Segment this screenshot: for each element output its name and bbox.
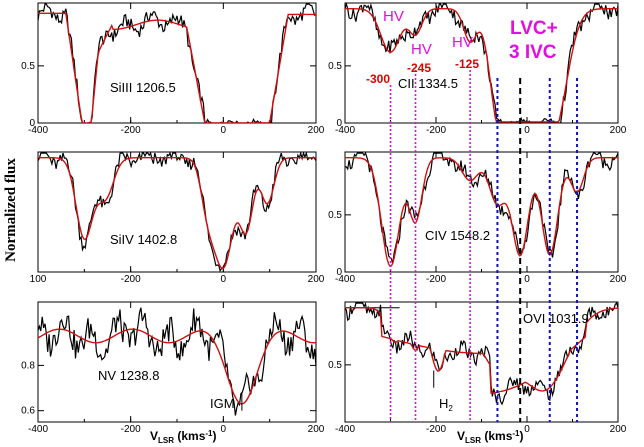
x-tick-label: 0	[524, 274, 530, 285]
ion-label: NV 1238.8	[98, 368, 159, 383]
ivc-label: 3 IVC	[509, 42, 557, 63]
hv-label-3: HV	[452, 34, 473, 51]
x-tick-label: 200	[610, 274, 627, 285]
ion-label: OVI 1031.9	[523, 311, 589, 326]
model-fit-line	[345, 7, 618, 123]
x-tick-label: 200	[610, 125, 627, 136]
velocity-label-300: -300	[366, 72, 390, 86]
hv-label-2: HV	[411, 41, 432, 58]
data-spectrum-line	[345, 3, 618, 123]
velocity-label-245: -245	[407, 61, 431, 75]
model-fit-line	[38, 12, 316, 123]
hv-label-1: HV	[383, 8, 404, 25]
x-tick-label: -400	[335, 125, 355, 136]
ion-label: CII 1334.5	[398, 76, 458, 91]
x-tick-label: 0	[221, 125, 227, 136]
y-tick-label: 0.8	[21, 360, 35, 371]
panel-frame	[37, 151, 317, 273]
panel-nv: -400 -200 0 200 0.6 0.8 NV 1238.8 IGM	[21, 301, 325, 435]
data-spectrum-line	[345, 302, 618, 406]
y-tick-label: 0.5	[328, 360, 342, 371]
x-tick-label: -200	[426, 274, 446, 285]
y-tick-label: 0	[336, 267, 342, 278]
model-fit-line	[38, 157, 316, 270]
x-tick-label: 200	[308, 274, 325, 285]
y-tick-label: 0.6	[21, 406, 35, 417]
velocity-label-125: -125	[455, 57, 479, 71]
x-tick-label: 0	[524, 125, 530, 136]
y-tick-label: 0	[29, 118, 35, 129]
panel-siiii: -400 -200 0 200 0 0.5 SiIII 1206.5	[21, 2, 325, 136]
x-axis-label-right: VLSR (kms-1)	[457, 429, 524, 445]
x-tick-label: 0	[221, 424, 227, 435]
y-tick-label: 0.5	[328, 61, 342, 72]
x-tick-label: -400	[28, 424, 48, 435]
x-tick-label: -400	[335, 274, 355, 285]
ion-label: SiIV 1402.8	[110, 232, 177, 247]
feature-annotation: H2	[439, 396, 453, 413]
x-tick-label: -200	[426, 125, 446, 136]
panel-ovi: -400 -200 0 200 0.5 OVI 1031.9 H2	[328, 301, 627, 435]
panel-civ: -400 -200 0 200 0 0.5 CIV 1548.2	[328, 151, 627, 285]
x-tick-label: 200	[308, 424, 325, 435]
y-axis-label: Normalized flux	[3, 158, 19, 262]
ion-label: CIV 1548.2	[425, 228, 490, 243]
x-tick-label: -400	[28, 125, 48, 136]
ion-label: SiIII 1206.5	[110, 80, 176, 95]
x-tick-label: 100	[30, 274, 47, 285]
x-tick-label: -200	[121, 125, 141, 136]
x-tick-label: -400	[335, 424, 355, 435]
y-tick-label: 0.5	[21, 61, 35, 72]
x-tick-label: 0	[221, 274, 227, 285]
model-fit-line	[38, 328, 316, 405]
panel-cii: -400 -200 0 200 0 0.5 CII 1334.5	[328, 2, 627, 136]
data-spectrum-line	[38, 152, 316, 272]
y-tick-label: 0	[336, 118, 342, 129]
y-tick-label: 0.5	[328, 210, 342, 221]
x-tick-label: 0	[524, 424, 530, 435]
x-tick-label: 200	[610, 424, 627, 435]
x-axis-label-left: VLSR (kms-1)	[150, 429, 217, 445]
lvc-label: LVC+	[510, 18, 558, 39]
x-tick-label: -200	[121, 424, 141, 435]
x-tick-label: -200	[121, 274, 141, 285]
x-tick-label: -200	[426, 424, 446, 435]
x-tick-label: 200	[308, 125, 325, 136]
data-spectrum-line	[38, 307, 316, 416]
feature-annotation: IGM	[210, 396, 235, 411]
panel-siiv: 100 -200 0 200 SiIV 1402.8	[30, 151, 325, 285]
